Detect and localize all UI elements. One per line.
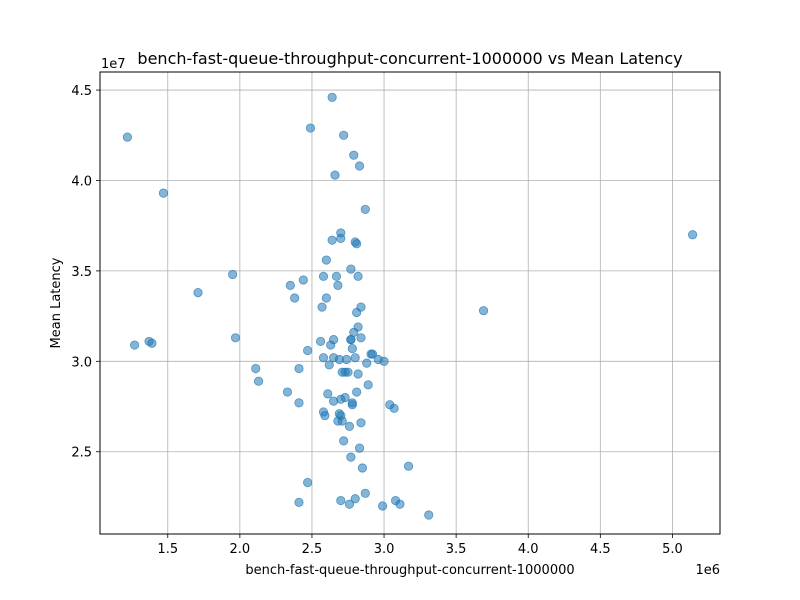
grid-lines xyxy=(100,72,720,534)
data-point xyxy=(318,271,329,281)
data-point xyxy=(354,161,365,171)
x-tick-label: 1.5 xyxy=(157,542,178,557)
y-axis-label: Mean Latency xyxy=(49,257,64,348)
data-point xyxy=(347,344,357,354)
data-point xyxy=(321,293,331,303)
data-point xyxy=(193,288,203,298)
chart-title: bench-fast-queue-throughput-concurrent-1… xyxy=(137,49,682,68)
x-tick-label: 4.5 xyxy=(590,542,611,557)
data-point xyxy=(379,356,389,366)
data-point xyxy=(290,293,300,303)
data-point xyxy=(349,150,359,160)
data-point xyxy=(130,340,140,350)
data-point xyxy=(352,387,362,397)
data-point xyxy=(362,358,372,368)
data-point xyxy=(328,335,339,345)
x-tick-label: 3.5 xyxy=(446,542,467,557)
data-point xyxy=(318,353,329,363)
data-point xyxy=(357,463,368,473)
x-tick-label: 2.5 xyxy=(302,542,323,557)
data-point xyxy=(230,333,241,343)
data-point xyxy=(378,501,388,511)
data-point xyxy=(363,380,373,390)
data-point xyxy=(354,443,365,453)
data-point xyxy=(333,280,343,290)
data-point xyxy=(395,499,405,509)
data-point xyxy=(327,235,337,245)
y-tick-label: 4.5 xyxy=(71,84,92,99)
data-point xyxy=(353,271,363,281)
data-point xyxy=(327,92,337,102)
x-axis-label: bench-fast-queue-throughput-concurrent-1… xyxy=(245,563,574,578)
data-point xyxy=(331,271,342,281)
data-point xyxy=(344,499,355,509)
x-tick-label: 5.0 xyxy=(662,542,683,557)
y-offset-label: 1e7 xyxy=(101,57,126,72)
data-point xyxy=(251,363,261,374)
data-point xyxy=(294,497,304,507)
data-point xyxy=(316,336,326,347)
data-point xyxy=(346,452,356,462)
data-point xyxy=(228,269,238,280)
data-point xyxy=(320,410,330,421)
x-tick-label: 3.0 xyxy=(374,542,395,557)
data-point xyxy=(285,280,295,290)
data-point xyxy=(321,255,331,265)
data-point xyxy=(303,477,313,488)
data-point xyxy=(478,306,489,316)
data-point xyxy=(350,353,360,363)
y-tick-label: 4.0 xyxy=(71,174,92,189)
data-point xyxy=(337,416,347,426)
data-point xyxy=(350,494,360,504)
data-point xyxy=(294,398,304,408)
x-offset-label: 1e6 xyxy=(695,563,720,578)
data-point xyxy=(353,322,363,332)
y-tick-label: 3.0 xyxy=(71,355,92,370)
y-tick-label: 2.5 xyxy=(71,446,92,461)
data-point xyxy=(346,264,356,274)
data-point xyxy=(353,369,363,379)
data-point xyxy=(344,421,355,432)
data-point xyxy=(356,302,366,312)
data-point xyxy=(352,239,362,249)
data-point xyxy=(336,228,346,238)
data-point xyxy=(305,123,316,133)
x-tick-label: 2.0 xyxy=(230,542,251,557)
data-point xyxy=(424,510,434,520)
data-point xyxy=(367,349,378,359)
plot-frame xyxy=(99,71,721,535)
data-point xyxy=(360,488,370,498)
data-point xyxy=(282,387,293,397)
x-tick-label: 4.0 xyxy=(518,542,539,557)
y-axis-ticks: 2.5 3.0 3.5 4.0 4.5 xyxy=(71,84,100,461)
data-point xyxy=(254,376,264,386)
data-point xyxy=(389,403,399,413)
data-point xyxy=(356,418,366,428)
data-point xyxy=(339,130,349,140)
data-point xyxy=(158,188,169,198)
data-point xyxy=(294,363,304,374)
data-points xyxy=(122,92,698,520)
data-point xyxy=(330,170,340,180)
data-point xyxy=(323,389,333,399)
data-point xyxy=(122,132,132,142)
x-axis-ticks: 1.5 2.0 2.5 3.0 3.5 4.0 4.5 5.0 xyxy=(157,534,683,557)
data-point xyxy=(403,461,414,471)
data-point xyxy=(336,495,346,506)
data-point xyxy=(343,367,353,377)
data-point xyxy=(147,338,157,348)
data-point xyxy=(360,204,370,215)
y-tick-label: 3.5 xyxy=(71,265,92,280)
data-point xyxy=(347,398,357,408)
data-point xyxy=(356,333,366,343)
data-point xyxy=(298,275,308,285)
data-point xyxy=(339,436,349,446)
data-point xyxy=(688,230,698,240)
data-point xyxy=(303,345,313,356)
data-point xyxy=(341,354,352,365)
data-point xyxy=(340,392,350,403)
data-point xyxy=(324,360,334,370)
data-point xyxy=(317,302,327,312)
